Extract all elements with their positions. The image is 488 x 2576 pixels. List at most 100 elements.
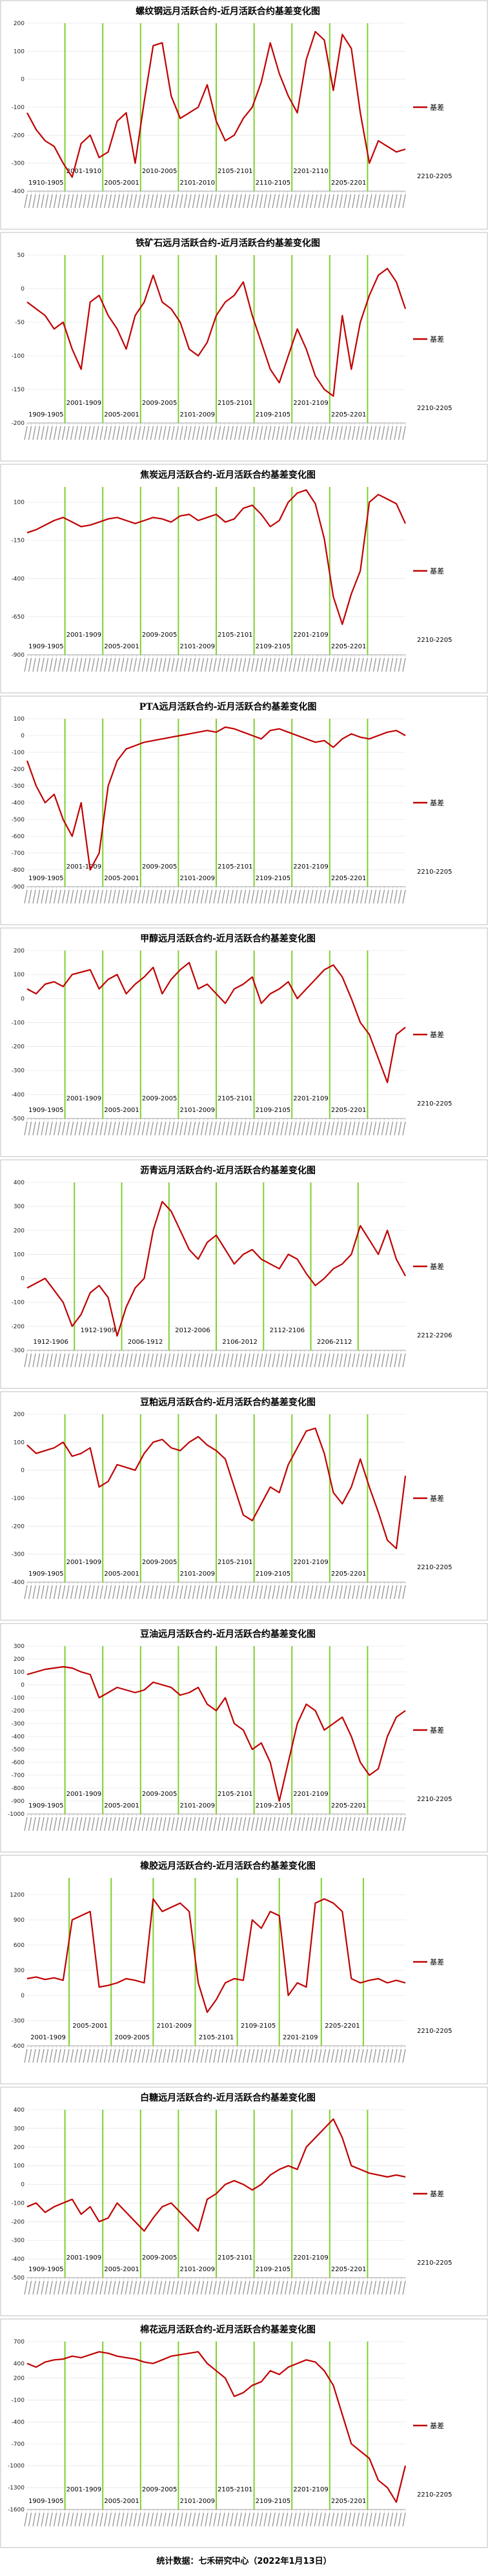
x-tick-label-mark bbox=[280, 426, 284, 440]
x-tick-label-mark bbox=[247, 1353, 250, 1368]
contract-label: 2001-1909 bbox=[66, 2486, 102, 2493]
x-tick-label-mark bbox=[188, 1121, 192, 1136]
x-tick-label-mark bbox=[121, 1817, 125, 1831]
x-tick-label-mark bbox=[175, 657, 179, 672]
x-tick-label-mark bbox=[74, 194, 78, 209]
x-tick-label-mark bbox=[305, 2280, 309, 2295]
x-tick-label-mark bbox=[53, 657, 57, 672]
x-tick-label-mark bbox=[53, 2280, 57, 2295]
x-tick-label-mark bbox=[66, 889, 70, 904]
x-tick-label-mark bbox=[78, 1121, 83, 1136]
x-tick-label-mark bbox=[28, 2048, 32, 2063]
x-tick-label-mark bbox=[32, 2512, 36, 2527]
x-tick-label-mark bbox=[356, 1817, 360, 1831]
x-tick-label-mark bbox=[104, 1353, 108, 1368]
contract-label: 2205-2201 bbox=[325, 2023, 360, 2030]
series-line bbox=[26, 2118, 406, 2232]
x-tick-label-mark bbox=[255, 2048, 259, 2063]
x-tick-label-mark bbox=[230, 194, 234, 209]
x-tick-label-mark bbox=[385, 657, 389, 672]
x-tick-label-mark bbox=[74, 1817, 78, 1831]
contract-label: 2005-2001 bbox=[104, 1107, 139, 1114]
x-tick-label-mark bbox=[158, 657, 163, 672]
contract-label: 2101-2010 bbox=[179, 180, 215, 187]
x-tick-label-mark bbox=[267, 657, 272, 672]
x-tick-label-mark bbox=[267, 194, 272, 209]
x-tick-label-mark bbox=[36, 194, 41, 209]
x-tick-label-mark bbox=[96, 657, 99, 672]
x-tick-label-mark bbox=[289, 194, 292, 209]
x-tick-label-mark bbox=[45, 426, 49, 440]
series-line bbox=[26, 1665, 406, 1802]
x-tick-label-mark bbox=[167, 194, 171, 209]
x-tick-label-mark bbox=[167, 2048, 171, 2063]
x-tick-label-mark bbox=[347, 194, 352, 209]
x-tick-label-mark bbox=[96, 889, 99, 904]
x-tick-label-mark bbox=[242, 1353, 247, 1368]
x-tick-label-mark bbox=[188, 1585, 192, 1600]
x-tick-label-mark bbox=[305, 2048, 309, 2063]
x-tick-label-mark bbox=[364, 1121, 369, 1136]
x-tick-label-mark bbox=[377, 2048, 381, 2063]
x-tick-label-mark bbox=[179, 1121, 183, 1136]
contract-label: 1909-1905 bbox=[28, 411, 64, 418]
x-tick-label-mark bbox=[347, 1585, 352, 1600]
x-tick-label-mark bbox=[327, 1585, 330, 1600]
x-tick-label-mark bbox=[301, 2048, 305, 2063]
x-tick-label-mark bbox=[402, 2512, 406, 2527]
series-line bbox=[26, 726, 406, 871]
x-tick-label-mark bbox=[259, 1817, 263, 1831]
contract-label: 2109-2105 bbox=[256, 1107, 291, 1114]
x-tick-label-mark bbox=[188, 194, 192, 209]
x-tick-label-mark bbox=[398, 194, 402, 209]
chart-title: 棉花远月活跃合约-近月活跃合约基差变化图 bbox=[140, 2324, 316, 2335]
contract-label: 2001-1909 bbox=[66, 2254, 102, 2262]
contract-label: 2210-2205 bbox=[417, 2491, 452, 2499]
x-tick-label-mark bbox=[86, 889, 91, 904]
contract-label: 2001-1909 bbox=[66, 863, 102, 871]
x-tick-label-mark bbox=[356, 2512, 360, 2527]
x-tick-label-mark bbox=[112, 2512, 116, 2527]
x-tick-label-mark bbox=[369, 1585, 372, 1600]
y-tick-label: -50 bbox=[15, 320, 25, 326]
x-tick-label-mark bbox=[24, 1585, 28, 1600]
y-tick-label: -100 bbox=[12, 750, 25, 756]
series-line bbox=[26, 2351, 407, 2503]
x-tick-label-mark bbox=[141, 1817, 145, 1831]
contract-label: 2201-2109 bbox=[293, 400, 329, 407]
x-tick-label-mark bbox=[402, 1585, 406, 1600]
y-tick-label: 100 bbox=[14, 716, 25, 723]
contract-label: 2005-2001 bbox=[104, 643, 139, 650]
x-tick-label-mark bbox=[327, 1121, 330, 1136]
y-tick-label: -650 bbox=[12, 614, 25, 621]
x-tick-label-mark bbox=[335, 1353, 339, 1368]
x-tick-label-mark bbox=[133, 2048, 137, 2063]
x-tick-label-mark bbox=[83, 1121, 86, 1136]
x-tick-label-mark bbox=[369, 2048, 372, 2063]
x-tick-label-mark bbox=[242, 2512, 247, 2527]
x-tick-label-mark bbox=[322, 1121, 326, 1136]
chart-7: 豆粕远月活跃合约-近月活跃合约基差变化图 -400 -300 -200 -100 0 100… bbox=[0, 1391, 488, 1621]
x-tick-label-mark bbox=[352, 1353, 356, 1368]
x-tick-label-mark bbox=[318, 2280, 322, 2295]
x-tick-label-mark bbox=[41, 889, 45, 904]
x-tick-label-mark bbox=[70, 1121, 74, 1136]
x-tick-label-mark bbox=[36, 1121, 41, 1136]
y-tick-label: -500 bbox=[12, 1747, 25, 1753]
x-tick-label-mark bbox=[293, 1585, 297, 1600]
x-tick-label-mark bbox=[192, 1817, 196, 1831]
x-tick-label-mark bbox=[285, 889, 289, 904]
x-tick-label-mark bbox=[263, 194, 267, 209]
x-tick-label-mark bbox=[364, 2280, 369, 2295]
chart-title: 豆粕远月活跃合约-近月活跃合约基差变化图 bbox=[140, 1397, 316, 1408]
x-tick-label-mark bbox=[99, 1817, 103, 1831]
contract-label: 2109-2105 bbox=[256, 1571, 291, 1578]
x-tick-label-mark bbox=[188, 426, 192, 440]
contract-label: 2212-2206 bbox=[417, 1332, 452, 1339]
x-tick-label-mark bbox=[129, 426, 133, 440]
x-tick-label-mark bbox=[28, 194, 32, 209]
x-tick-label-mark bbox=[221, 194, 225, 209]
contract-label: 1909-1905 bbox=[28, 643, 64, 650]
x-tick-label-mark bbox=[70, 426, 74, 440]
x-tick-label-mark bbox=[318, 2512, 322, 2527]
